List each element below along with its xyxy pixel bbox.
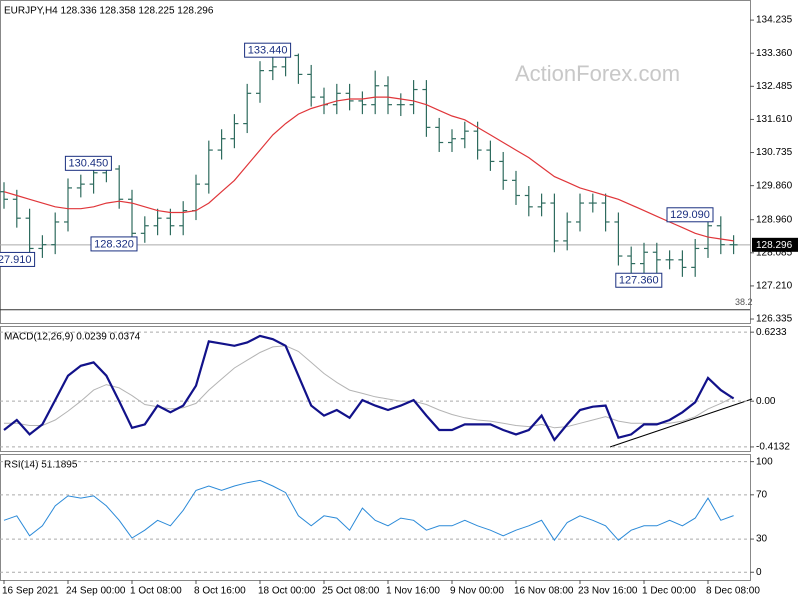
price-label: 133.440: [248, 45, 288, 57]
price-label: 127.360: [619, 275, 659, 287]
y-tick-label: 126.335: [756, 314, 793, 325]
x-tick-label: 24 Sep 00:00: [66, 586, 126, 597]
y-tick-label: 129.860: [756, 180, 793, 191]
price-label-box: [244, 42, 292, 58]
x-tick-label: 25 Oct 08:00: [322, 586, 380, 597]
x-tick-label: 18 Oct 00:00: [258, 586, 316, 597]
x-tick-label: 1 Nov 16:00: [386, 586, 440, 597]
price-label: 127.910: [0, 254, 31, 266]
indicator-line: [3, 334, 735, 442]
panel-title: RSI(14) 51.1895: [4, 460, 78, 471]
y-tick-label: 133.360: [756, 48, 793, 59]
price-label: 130.450: [69, 158, 109, 170]
watermark: ActionForex.com: [515, 61, 680, 86]
y-tick-label: 30: [756, 534, 768, 545]
y-tick-label: 131.610: [756, 114, 793, 125]
x-tick-label: 16 Sep 2021: [2, 586, 59, 597]
y-tick-label: -0.4132: [756, 442, 790, 453]
x-tick-label: 8 Dec 08:00: [706, 586, 760, 597]
indicator-line: [3, 479, 734, 542]
panel-title: EURJPY,H4 128.336 128.358 128.225 128.29…: [4, 6, 214, 17]
rsi-panel: [0, 454, 751, 581]
y-tick-label: 70: [756, 489, 768, 500]
price-label: 129.090: [670, 209, 710, 221]
price-label-box: [0, 251, 36, 267]
price-panel: [0, 0, 751, 324]
y-tick-label: 130.735: [756, 147, 793, 158]
y-tick-label: 0: [756, 567, 762, 578]
x-tick-label: 1 Oct 08:00: [130, 586, 182, 597]
y-tick-label: 100: [756, 456, 773, 467]
y-tick-label: 132.485: [756, 81, 793, 92]
panel-title: MACD(12,26,9) 0.0239 0.0374: [4, 332, 141, 343]
x-tick-label: 16 Nov 08:00: [514, 586, 574, 597]
y-tick-label: 0.00: [756, 396, 776, 407]
trend-line: [609, 398, 753, 448]
y-tick-label: 0.6233: [756, 327, 787, 338]
x-tick-label: 8 Oct 16:00: [194, 586, 246, 597]
price-label: 128.320: [94, 238, 134, 250]
last-price-box: [752, 237, 798, 252]
macd-panel: [0, 326, 751, 452]
price-label-box: [90, 236, 138, 252]
x-tick-label: 23 Nov 16:00: [578, 586, 638, 597]
price-label-box: [615, 272, 663, 288]
y-tick-label: 128.960: [756, 214, 793, 225]
price-label-box: [666, 207, 714, 223]
last-price-label: 128.296: [756, 240, 793, 251]
y-tick-label: 128.085: [756, 247, 793, 258]
price-label-box: [64, 155, 112, 171]
x-tick-label: 1 Dec 00:00: [642, 586, 696, 597]
level-label: 38.2: [735, 297, 753, 307]
moving-average: [3, 96, 734, 242]
y-tick-label: 134.235: [756, 15, 793, 26]
x-tick-label: 9 Nov 00:00: [450, 586, 504, 597]
y-tick-label: 127.210: [756, 281, 793, 292]
